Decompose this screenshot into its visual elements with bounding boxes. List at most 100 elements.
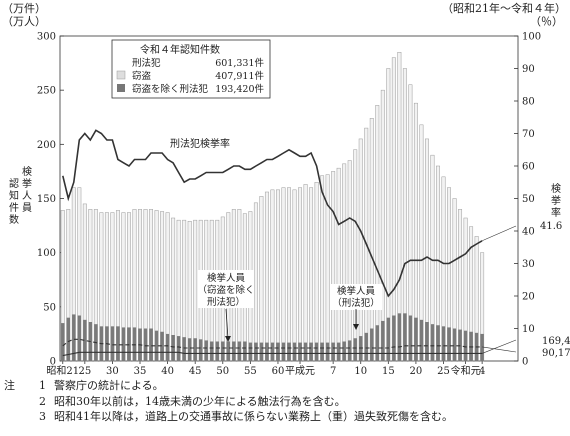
bar-non-theft [149, 328, 153, 361]
note-text: 警察庁の統計による。 [54, 379, 164, 392]
legend-item-total-value: 601,331件 [215, 57, 264, 69]
bar-non-theft [430, 324, 435, 361]
note-head: 注 [4, 379, 15, 392]
legend-title: 令和４年認知件数 [140, 43, 220, 56]
bar-total [353, 149, 358, 362]
leader-clearance-rate [482, 225, 517, 242]
notes: 注 1 警察庁の統計による。 2 昭和30年以前は，14歳未満の少年による触法行… [4, 378, 570, 425]
left-axis-label-2-char: 員 [22, 202, 32, 214]
bar-non-theft [160, 331, 164, 361]
bar-non-theft [221, 341, 225, 361]
legend: 令和４年認知件数 刑法犯 601,331件 窃盗 407,911件 窃盗を除く刑… [111, 39, 271, 99]
bar-non-theft [61, 323, 65, 361]
x-tick-label: 45 [189, 366, 202, 377]
legend-swatch-theft [116, 70, 126, 80]
bar-non-theft [176, 336, 181, 361]
x-tick-label: 30 [106, 366, 119, 377]
bar-total [281, 187, 286, 362]
bar-total [347, 160, 352, 362]
legend-item-total-label: 刑法犯 [132, 57, 161, 69]
left-axis-label-char: 数 [9, 213, 19, 226]
x-tick-label: 20 [410, 366, 423, 377]
bar-non-theft [447, 327, 451, 361]
legend-item-non-theft-value: 193,420件 [215, 83, 264, 95]
x-tick-label: 25 [437, 366, 450, 377]
right-tick-label: 40 [522, 227, 535, 238]
arrested-excl-theft-line1: 検挙人員 [207, 272, 246, 284]
bar-non-theft [370, 328, 374, 361]
bar-non-theft [226, 341, 231, 361]
arrested-total-annotation: 検挙人員 （刑法犯） [330, 284, 382, 330]
bar-non-theft [243, 341, 247, 361]
x-tick-label: 平成元 [285, 365, 315, 377]
bar-total [336, 167, 341, 362]
bar-non-theft [204, 340, 208, 361]
bar-total [309, 187, 314, 362]
bar-non-theft [298, 342, 302, 361]
left-axis-label-2-char: 検 [22, 165, 32, 178]
arrested-excl-theft-line3: 刑法犯） [207, 296, 245, 308]
note-text: 昭和41年以降は，道路上の交通事故に係らない業務上（重）過失致死傷を含む。 [54, 410, 453, 423]
right-tick-label: 10 [522, 324, 535, 335]
left-tick-label: 50 [43, 302, 56, 313]
bar-non-theft [381, 320, 385, 361]
note-number: 3 [39, 410, 46, 423]
bar-non-theft [441, 326, 446, 361]
x-tick-label: 60 [272, 366, 285, 377]
bar-non-theft [248, 342, 253, 361]
bar-total [314, 182, 319, 362]
left-tick-label: 0 [50, 357, 56, 368]
bar-non-theft [259, 342, 264, 361]
bar-non-theft [276, 342, 280, 361]
legend-item-theft-label: 窃盗 [132, 70, 152, 82]
bar-non-theft [182, 337, 186, 361]
bar-non-theft [408, 315, 413, 361]
right-axis-label: 検挙率 [551, 182, 561, 219]
x-tick-label: 10 [354, 366, 367, 377]
x-tick-label: 令和元 [451, 364, 481, 377]
bar-non-theft [116, 326, 120, 361]
bar-total [369, 118, 374, 362]
bar-non-theft [143, 328, 148, 361]
bar-non-theft [336, 342, 341, 361]
arrested-total-line1: 検挙人員 [337, 285, 376, 297]
right-tick-label: 100 [522, 32, 541, 43]
left-axis-label: 認知件数 検挙人員 [9, 165, 32, 226]
bar-total [270, 189, 275, 362]
bar-non-theft [232, 341, 236, 361]
bar-non-theft [237, 341, 242, 361]
bar-non-theft [199, 339, 203, 361]
bar-non-theft [364, 332, 368, 361]
bar-non-theft [347, 340, 352, 361]
arrested-excl-theft-annotation: 検挙人員 （窃盗を除く 刑法犯） [197, 270, 255, 342]
x-tick-label: 50 [216, 366, 229, 377]
x-tick-label: 4 [479, 366, 485, 377]
bar-non-theft [309, 342, 313, 361]
right-tick-label: 80 [522, 97, 535, 108]
arrested-excl-theft-line2: （窃盗を除く [197, 284, 254, 296]
left-tick-label: 200 [37, 140, 56, 151]
bar-non-theft [77, 315, 82, 361]
bar-non-theft [436, 325, 440, 361]
bar-non-theft [419, 319, 424, 361]
left-axis-label-char: 件 [9, 202, 19, 214]
bar-non-theft [165, 333, 170, 361]
right-unit-label: （％） [530, 15, 563, 28]
right-tick-label: 20 [522, 292, 535, 303]
x-tick-label: 35 [134, 366, 147, 377]
bar-non-theft [303, 342, 308, 361]
x-tick-label: 40 [161, 366, 174, 377]
note-row-3: 3 昭和41年以降は，道路上の交通事故に係らない業務上（重）過失致死傷を含む。 [4, 409, 570, 425]
left-tick-label: 300 [37, 32, 56, 43]
bar-non-theft [154, 330, 159, 361]
right-tick-label: 50 [522, 194, 535, 205]
bar-total [320, 175, 325, 362]
bar-total [386, 68, 391, 362]
bar-total [342, 163, 347, 362]
final-arrested-excl-theft-label: 90,175 [542, 348, 570, 359]
left-tick-label: 100 [37, 248, 56, 259]
bar-non-theft [281, 342, 286, 361]
bar-non-theft [270, 342, 275, 361]
